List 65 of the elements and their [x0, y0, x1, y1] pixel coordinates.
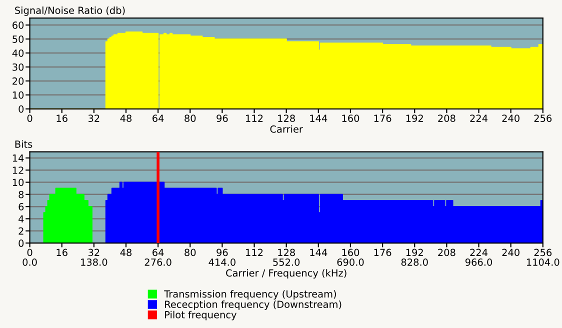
y-tick-label: 4	[18, 215, 24, 222]
x-tick-label: 208	[438, 114, 456, 122]
chart-title: Bits	[15, 140, 32, 148]
x-tick-label: 176	[374, 248, 392, 256]
y-tick-label: 8	[18, 190, 24, 198]
x2-tick-label: 138.0	[81, 258, 108, 266]
y-tick-label: 20	[12, 77, 24, 85]
x2-tick-label: 966.0	[465, 258, 492, 266]
x-tick-label: 256	[534, 248, 552, 256]
x-tick-label: 256	[534, 114, 552, 122]
x-tick-label: 64	[152, 248, 164, 256]
y-tick-label: 10	[12, 178, 24, 186]
x-tick-label: 32	[88, 248, 100, 256]
x-tick-label: 224	[470, 114, 488, 122]
legend-label: Pilot frequency	[165, 310, 236, 320]
x2-tick-label: 414.0	[208, 258, 236, 266]
x-tick-label: 96	[216, 248, 228, 256]
x-axis-title: Carrier	[270, 125, 303, 133]
x-tick-label: 112	[246, 114, 263, 122]
y-tick-label: 6	[18, 203, 24, 210]
x-tick-label: 80	[184, 248, 196, 256]
x-tick-label: 192	[406, 114, 423, 122]
x2-tick-label: 552.0	[273, 258, 300, 266]
x-tick-label: 16	[56, 248, 68, 256]
legend-label: Rececption frequency (Downstream)	[165, 300, 342, 310]
x-tick-label: 64	[152, 114, 164, 122]
y-tick-label: 30	[12, 63, 24, 71]
x-tick-label: 160	[342, 114, 360, 122]
x2-tick-label: 828.0	[401, 258, 428, 266]
x2-tick-label: 276.0	[144, 258, 172, 266]
y-tick-label: 60	[12, 22, 24, 29]
y-tick-label: 50	[12, 35, 24, 43]
x2-axis-title: Carrier / Frequency (kHz)	[226, 269, 346, 279]
x-tick-label: 176	[374, 114, 392, 122]
x-tick-label: 144	[310, 248, 328, 256]
x-tick-label: 96	[216, 114, 228, 122]
x-tick-label: 208	[438, 248, 456, 256]
x-tick-label: 144	[310, 114, 328, 122]
x-tick-label: 240	[502, 248, 520, 256]
x-tick-label: 0	[27, 114, 32, 122]
y-tick-label: 12	[12, 166, 24, 174]
y-tick-label: 40	[12, 49, 24, 57]
x2-tick-label: 0.0	[22, 258, 37, 266]
x-tick-label: 128	[278, 248, 295, 256]
x-tick-label: 16	[56, 114, 68, 122]
y-tick-label: 0	[18, 240, 24, 247]
y-tick-label: 0	[18, 105, 24, 113]
x-tick-label: 48	[120, 114, 132, 122]
x-tick-label: 112	[246, 248, 263, 256]
y-tick-label: 2	[18, 227, 24, 235]
chart-title: Signal/Noise Ratio (db)	[15, 6, 125, 16]
legend-label: Transmission frequency (Upstream)	[164, 290, 336, 300]
x-tick-label: 32	[88, 114, 100, 122]
x-tick-label: 160	[342, 248, 360, 256]
x2-tick-label: 1104.0	[526, 258, 560, 266]
x-tick-label: 192	[406, 248, 423, 256]
x-tick-label: 240	[502, 114, 520, 122]
x-tick-label: 48	[120, 248, 132, 256]
x-tick-label: 128	[278, 114, 295, 122]
y-tick-label: 10	[12, 91, 24, 99]
x-tick-label: 0	[27, 248, 32, 256]
y-tick-label: 14	[12, 154, 24, 162]
x2-tick-label: 690.0	[337, 258, 364, 266]
x-tick-label: 224	[470, 248, 488, 256]
x-tick-label: 80	[184, 114, 196, 122]
